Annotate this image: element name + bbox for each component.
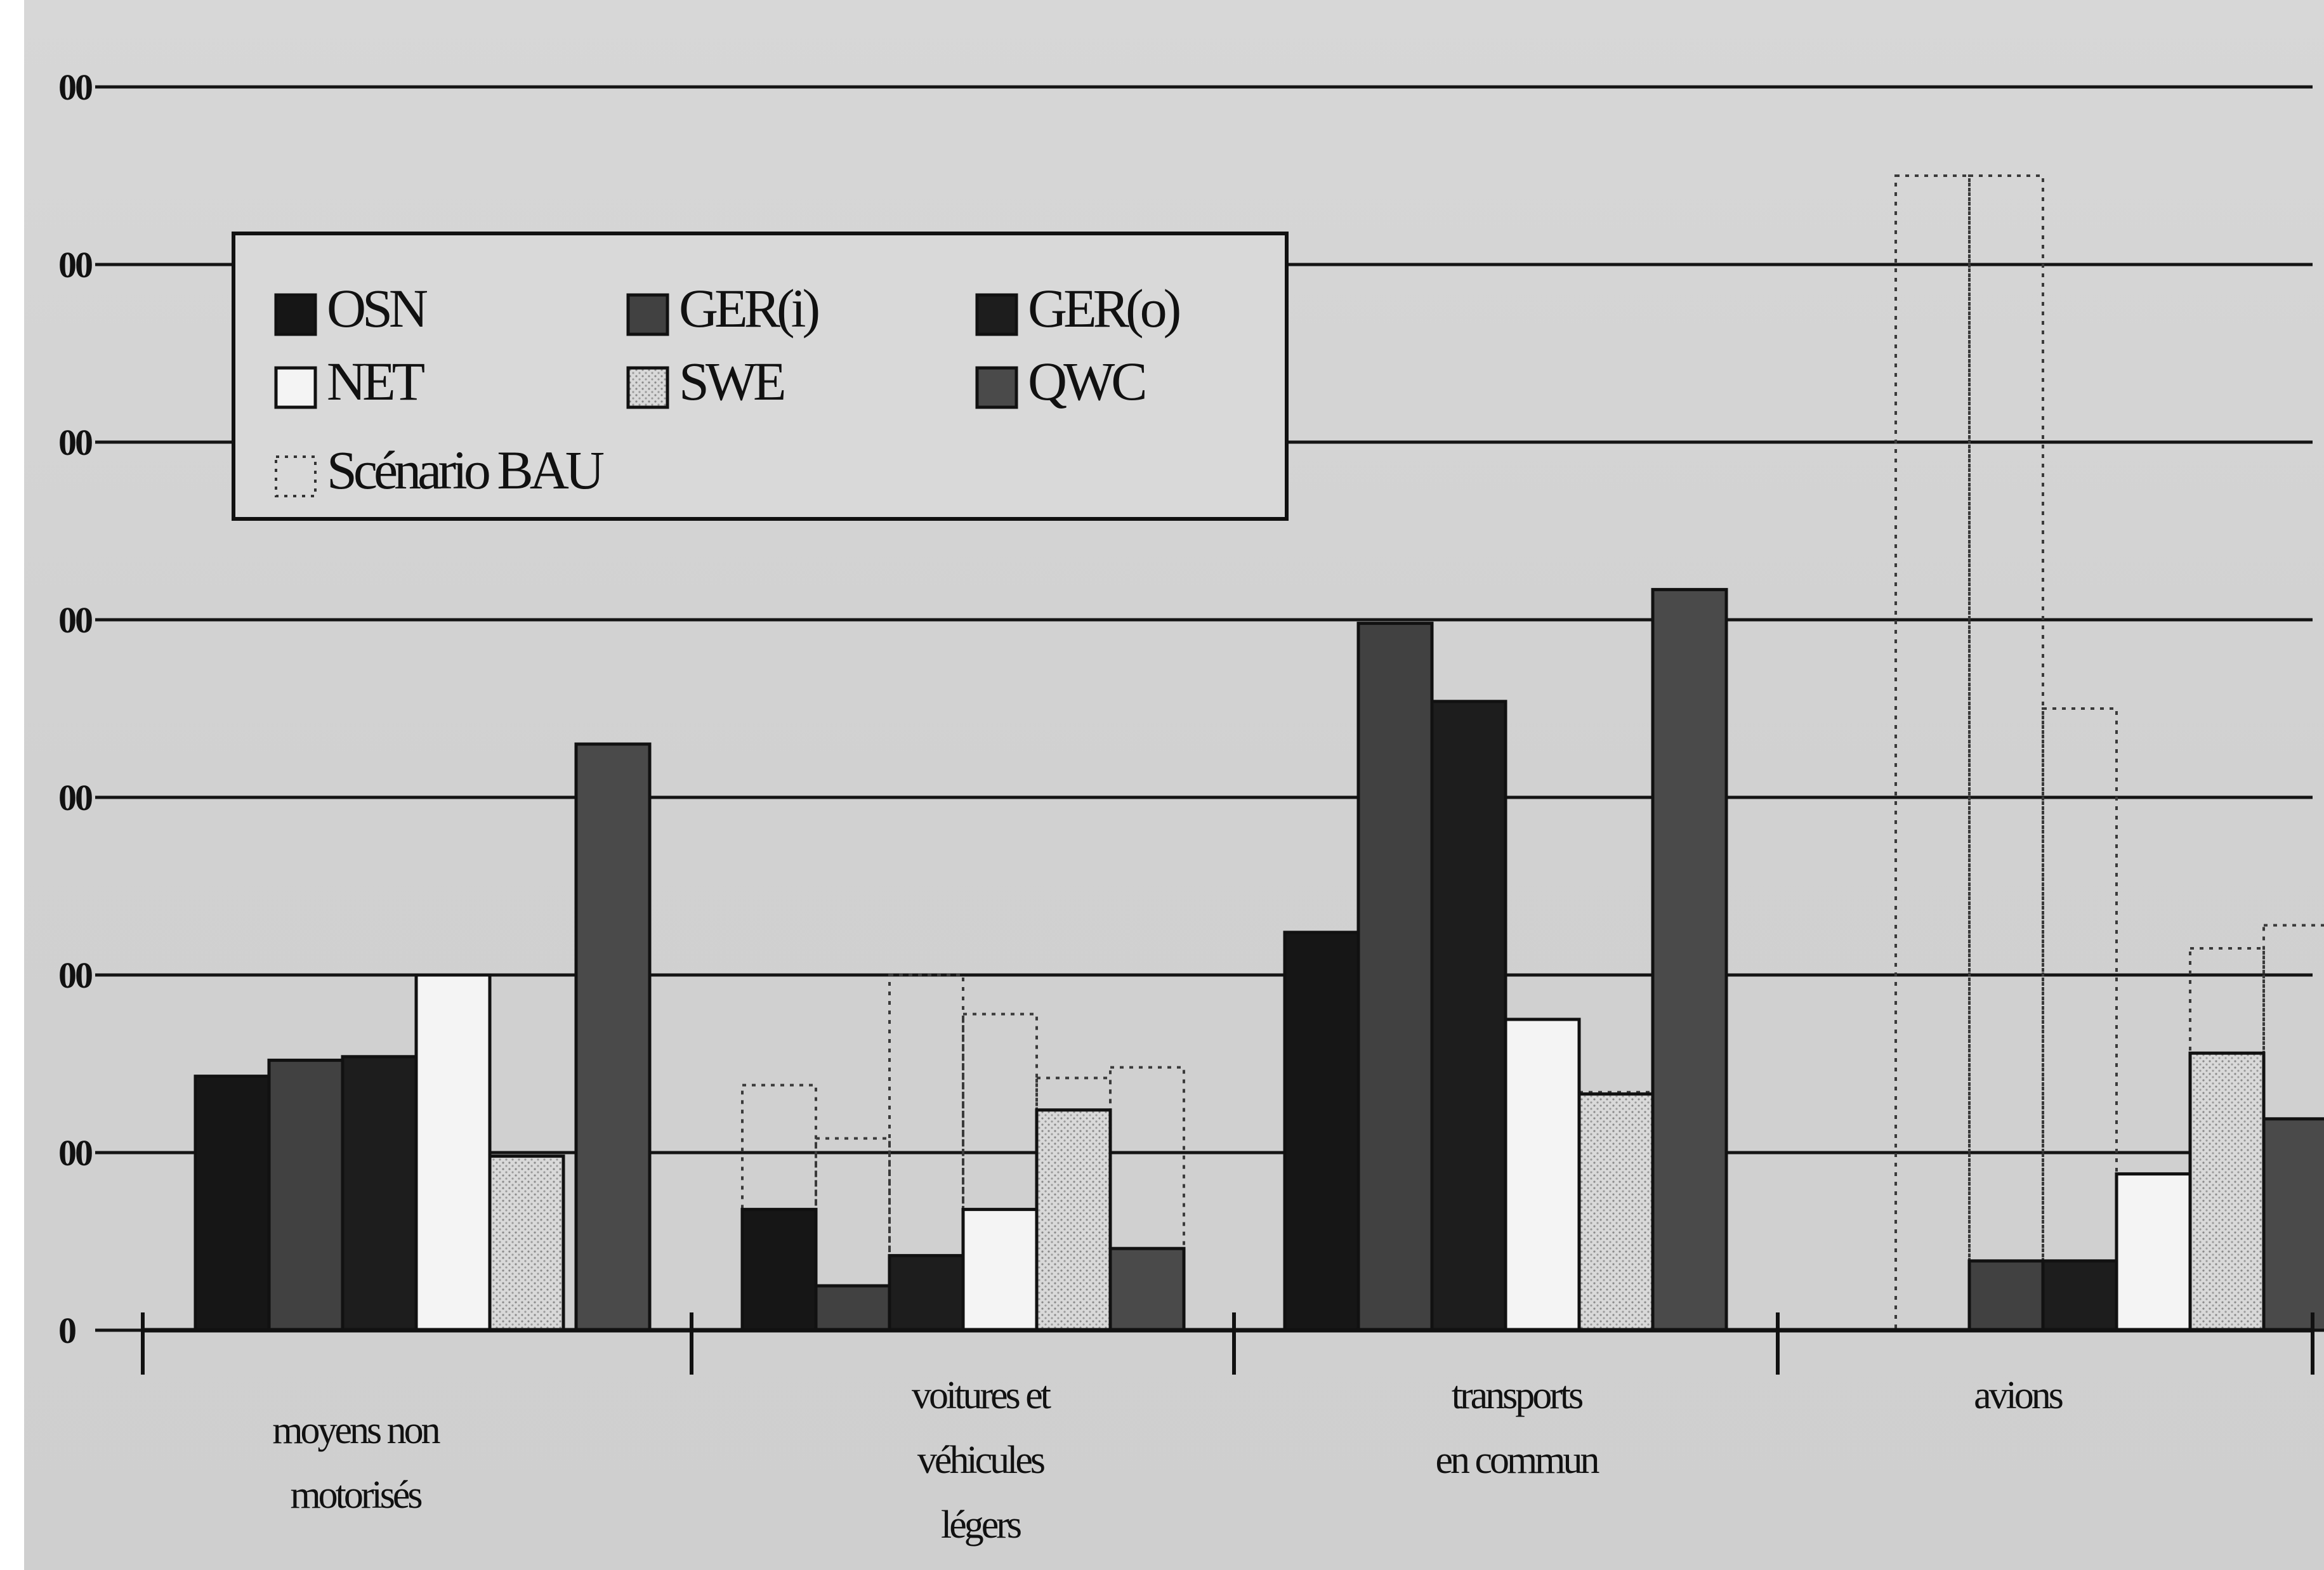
bar-gero-3 [2041,1259,2118,1332]
bar-net-2 [1504,1017,1581,1332]
bar-gero-2 [1430,700,1507,1332]
bar-geri-3 [1967,1259,2045,1332]
bar-net-3 [2115,1172,2192,1332]
bar-osn-0 [194,1075,271,1332]
legend-label: GER(o) [1028,278,1179,339]
bar-swe-1 [1035,1108,1112,1332]
category-label: transports [1452,1374,1582,1417]
legend-swatch-bau [275,455,317,497]
category-label: motorisés [290,1474,421,1517]
y-tick-label: 00 [58,599,92,641]
category-labels: moyens non motorisés voitures et véhicules l… [272,1374,2065,1547]
legend-box [232,232,1289,521]
bar-osn-2 [1283,931,1360,1332]
bar-net-1 [961,1208,1039,1332]
bars [194,587,2324,1332]
y-tick-label: 00 [58,67,92,108]
bar-geri-2 [1356,622,1434,1332]
legend-label: SWE [679,351,784,412]
bau-outline [1968,174,2044,1331]
legend-swatch [274,366,317,409]
bar-geri-1 [814,1284,891,1332]
axes [141,1312,2314,1375]
bau-outline [2042,707,2118,1331]
y-tick-label: 00 [58,777,92,818]
legend: OSN GER(i) GER(o) NET SWE QWC Scénario BAU [232,232,1289,521]
legend-label: OSN [327,278,428,339]
bau-outline [1894,174,1971,1331]
legend-swatch [626,293,669,336]
category-label: voitures et [912,1374,1051,1417]
legend-label-bau: Scénario BAU [327,440,604,500]
bar-net-0 [414,973,492,1332]
category-label: véhicules [917,1439,1044,1482]
bar-qwc-1 [1108,1246,1186,1332]
bar-swe-2 [1577,1092,1655,1332]
bar-swe-0 [488,1155,565,1332]
legend-swatch [274,293,317,336]
bar-gero-0 [341,1055,418,1332]
category-label: avions [1974,1374,2063,1417]
bar-gero-1 [888,1253,965,1332]
y-tick-label: 00 [58,422,92,463]
bar-swe-3 [2188,1051,2266,1332]
legend-label: NET [327,351,425,412]
y-tick-label: 0 [58,1310,75,1351]
bar-geri-0 [267,1058,345,1332]
legend-swatch [975,366,1018,409]
legend-swatch [975,293,1018,336]
bar-qwc-2 [1651,587,1728,1332]
y-tick-label: 00 [58,955,92,996]
legend-swatch [626,366,669,409]
legend-label: QWC [1028,351,1145,412]
bar-qwc-3 [2262,1117,2324,1332]
bar-osn-1 [740,1208,818,1332]
y-tick-label: 00 [58,1132,92,1174]
category-label: légers [941,1503,1021,1547]
category-label: en commun [1436,1439,1600,1482]
legend-label: GER(i) [679,278,818,339]
bar-qwc-0 [574,742,652,1332]
y-tick-label: 00 [58,244,92,285]
category-label: moyens non [272,1409,440,1452]
